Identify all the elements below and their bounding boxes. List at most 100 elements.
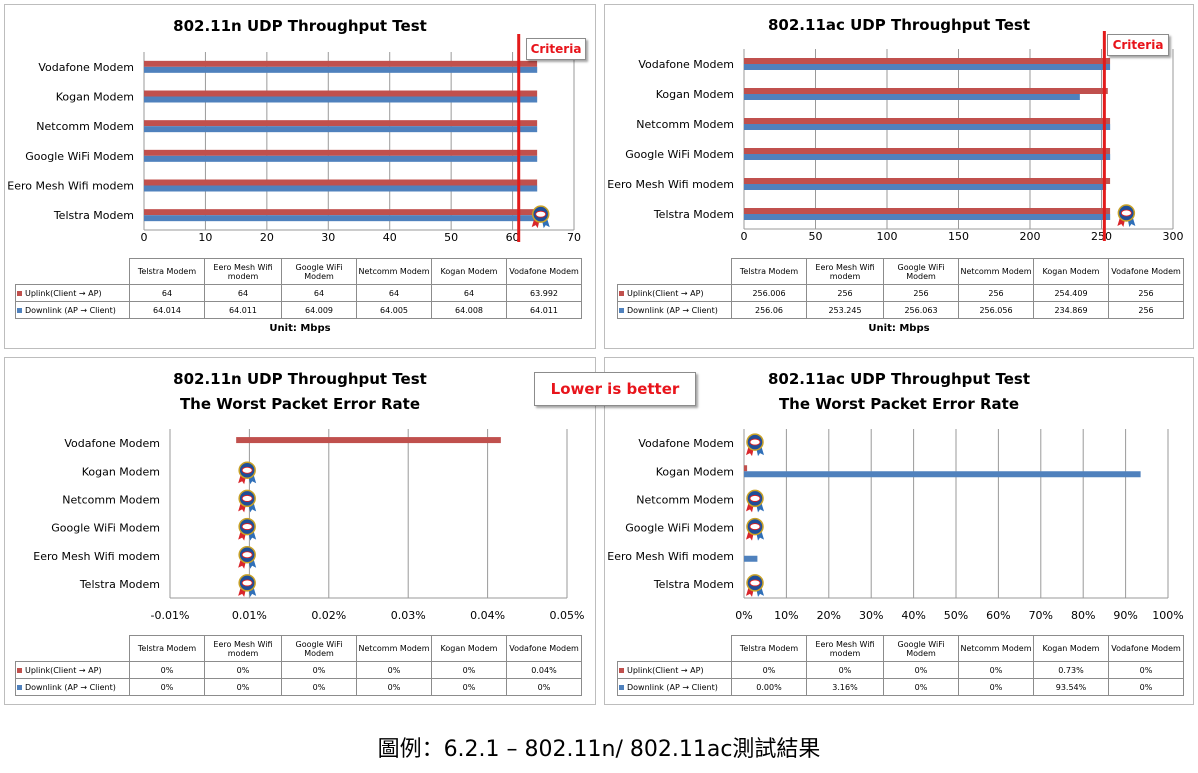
x-tick-label: 50 xyxy=(809,230,823,243)
downlink-bar xyxy=(744,184,1107,190)
category-label: Google WiFi Modem xyxy=(51,522,160,535)
legend-swatch xyxy=(17,684,22,690)
award-ribbon-icon xyxy=(238,489,257,513)
table-cell: 254.409 xyxy=(1033,284,1109,302)
table-header-cell: Telstra Modem xyxy=(731,258,807,285)
x-tick-label: 100% xyxy=(1152,609,1183,622)
x-tick-label: 70 xyxy=(567,231,581,244)
table-header-cell: Kogan Modem xyxy=(1033,635,1109,662)
x-tick-label: 0.05% xyxy=(550,609,585,622)
table-cell: 64.011 xyxy=(506,301,582,319)
award-ribbon-icon xyxy=(238,517,257,541)
table-header-cell: Google WiFi Modem xyxy=(883,258,959,285)
table-header-cell: Netcomm Modem xyxy=(958,635,1034,662)
award-ribbon-icon xyxy=(1117,204,1136,227)
x-tick-label: 90% xyxy=(1113,609,1137,622)
table-row-label: Downlink (AP → Client) xyxy=(617,678,732,696)
table-cell: 256.056 xyxy=(958,301,1034,319)
table-cell: 256.063 xyxy=(883,301,959,319)
table-cell: 64 xyxy=(281,284,357,302)
table-cell: 63.992 xyxy=(506,284,582,302)
table-header-cell: Vodafone Modem xyxy=(506,635,582,662)
bar-chart-11n-throughput: 0 10 20 30 40 50 60 70 Vodafone Modem Kogan Modem… xyxy=(7,34,581,244)
table-row-label: Uplink(Client → AP) xyxy=(617,661,732,679)
table-header-cell: Netcomm Modem xyxy=(958,258,1034,285)
category-label: Eero Mesh Wifi modem xyxy=(33,550,160,563)
medal-center xyxy=(241,551,253,559)
award-ribbon-icon xyxy=(531,205,550,229)
uplink-bar xyxy=(144,179,538,186)
category-label: Kogan Modem xyxy=(56,91,134,104)
table-row-label: Downlink (AP → Client) xyxy=(15,678,130,696)
table-cell: 256 xyxy=(958,284,1034,302)
table-header-cell: Eero Mesh Wifi modem xyxy=(806,635,884,662)
table-header-cell: Netcomm Modem xyxy=(356,635,432,662)
category-label: Google WiFi Modem xyxy=(625,148,734,161)
chart-title: 802.11ac UDP Throughput Test xyxy=(768,370,1030,388)
table-header-cell: Telstra Modem xyxy=(731,635,807,662)
uplink-bar xyxy=(744,88,1108,94)
x-tick-label: 0 xyxy=(141,231,148,244)
category-label: Netcomm Modem xyxy=(36,120,134,133)
downlink-bar xyxy=(744,64,1111,70)
table-row: Uplink(Client → AP) 64 64 64 64 64 63.992 xyxy=(15,284,582,302)
downlink-bar xyxy=(744,471,1141,478)
downlink-bar xyxy=(144,66,538,73)
table-header-cell: Eero Mesh Wifi modem xyxy=(204,635,282,662)
uplink-bar xyxy=(144,90,538,97)
award-ribbon-icon xyxy=(238,461,257,485)
table-header-cell: Telstra Modem xyxy=(129,258,205,285)
table-cell: 256 xyxy=(883,284,959,302)
category-label: Telstra Modem xyxy=(53,209,134,222)
table-cell: 256 xyxy=(1108,284,1184,302)
category-label: Kogan Modem xyxy=(656,465,734,478)
medal-center xyxy=(241,579,253,587)
chart-title: 802.11ac UDP Throughput Test xyxy=(768,16,1030,34)
legend-swatch xyxy=(17,290,22,296)
table-header-cell: Google WiFi Modem xyxy=(281,258,357,285)
category-label: Eero Mesh Wifi modem xyxy=(607,178,734,191)
table-cell: 234.869 xyxy=(1033,301,1109,319)
data-table: Telstra Modem Eero Mesh Wifi modem Google … xyxy=(15,258,582,319)
legend-swatch xyxy=(619,307,624,313)
figure-caption: 圖例：6.2.1 – 802.11n/ 802.11ac測試結果 xyxy=(377,737,821,762)
downlink-bar xyxy=(144,185,538,192)
medal-center xyxy=(241,523,253,530)
medal-center xyxy=(749,579,761,587)
table-header-cell: Google WiFi Modem xyxy=(281,635,357,662)
table-header-cell: Eero Mesh Wifi modem xyxy=(806,258,884,285)
x-tick-label: 20% xyxy=(817,609,841,622)
table-cell: 0% xyxy=(129,661,205,679)
x-tick-label: -0.01% xyxy=(151,609,190,622)
unit-label: Unit: Mbps xyxy=(868,323,930,334)
x-tick-label: 0.04% xyxy=(470,609,505,622)
x-tick-label: 10 xyxy=(198,231,212,244)
table-cell: 0.04% xyxy=(506,661,582,679)
x-tick-label: 300 xyxy=(1163,230,1184,243)
x-tick-label: 40 xyxy=(383,231,397,244)
table-cell: 0% xyxy=(883,661,959,679)
table-cell: 64 xyxy=(356,284,432,302)
table-cell: 93.54% xyxy=(1033,678,1109,696)
legend-swatch xyxy=(619,684,624,690)
medal-center xyxy=(1120,209,1132,217)
medal-center xyxy=(749,438,761,446)
table-row-label: Downlink (AP → Client) xyxy=(15,301,130,319)
uplink-bar xyxy=(744,118,1111,124)
chart-panel-11ac-throughput: 802.11ac UDP Throughput Test 0 50 100 150 20… xyxy=(604,4,1194,349)
legend-swatch xyxy=(619,290,624,296)
bar-chart-11n-error-rate: -0.01% 0.01% 0.02% 0.03% 0.04% 0.05% Vodafone … xyxy=(33,429,585,622)
chart-panel-11ac-error-rate: 802.11ac UDP Throughput Test The Worst P… xyxy=(604,357,1194,705)
table-cell: 0% xyxy=(431,678,507,696)
table-corner xyxy=(15,635,130,662)
table-cell: 0% xyxy=(356,661,432,679)
category-label: Eero Mesh Wifi modem xyxy=(7,180,134,193)
table-cell: 0% xyxy=(1108,678,1184,696)
table-cell: 0% xyxy=(731,661,807,679)
category-label: Kogan Modem xyxy=(82,465,160,478)
table-header-cell: Kogan Modem xyxy=(431,635,507,662)
table-cell: 64.008 xyxy=(431,301,507,319)
medal-center xyxy=(241,466,253,474)
chart-panel-11n-throughput: 802.11n UDP Throughput Test 0 10 20 30 40 50 6… xyxy=(4,4,596,349)
x-tick-label: 0 xyxy=(741,230,748,243)
